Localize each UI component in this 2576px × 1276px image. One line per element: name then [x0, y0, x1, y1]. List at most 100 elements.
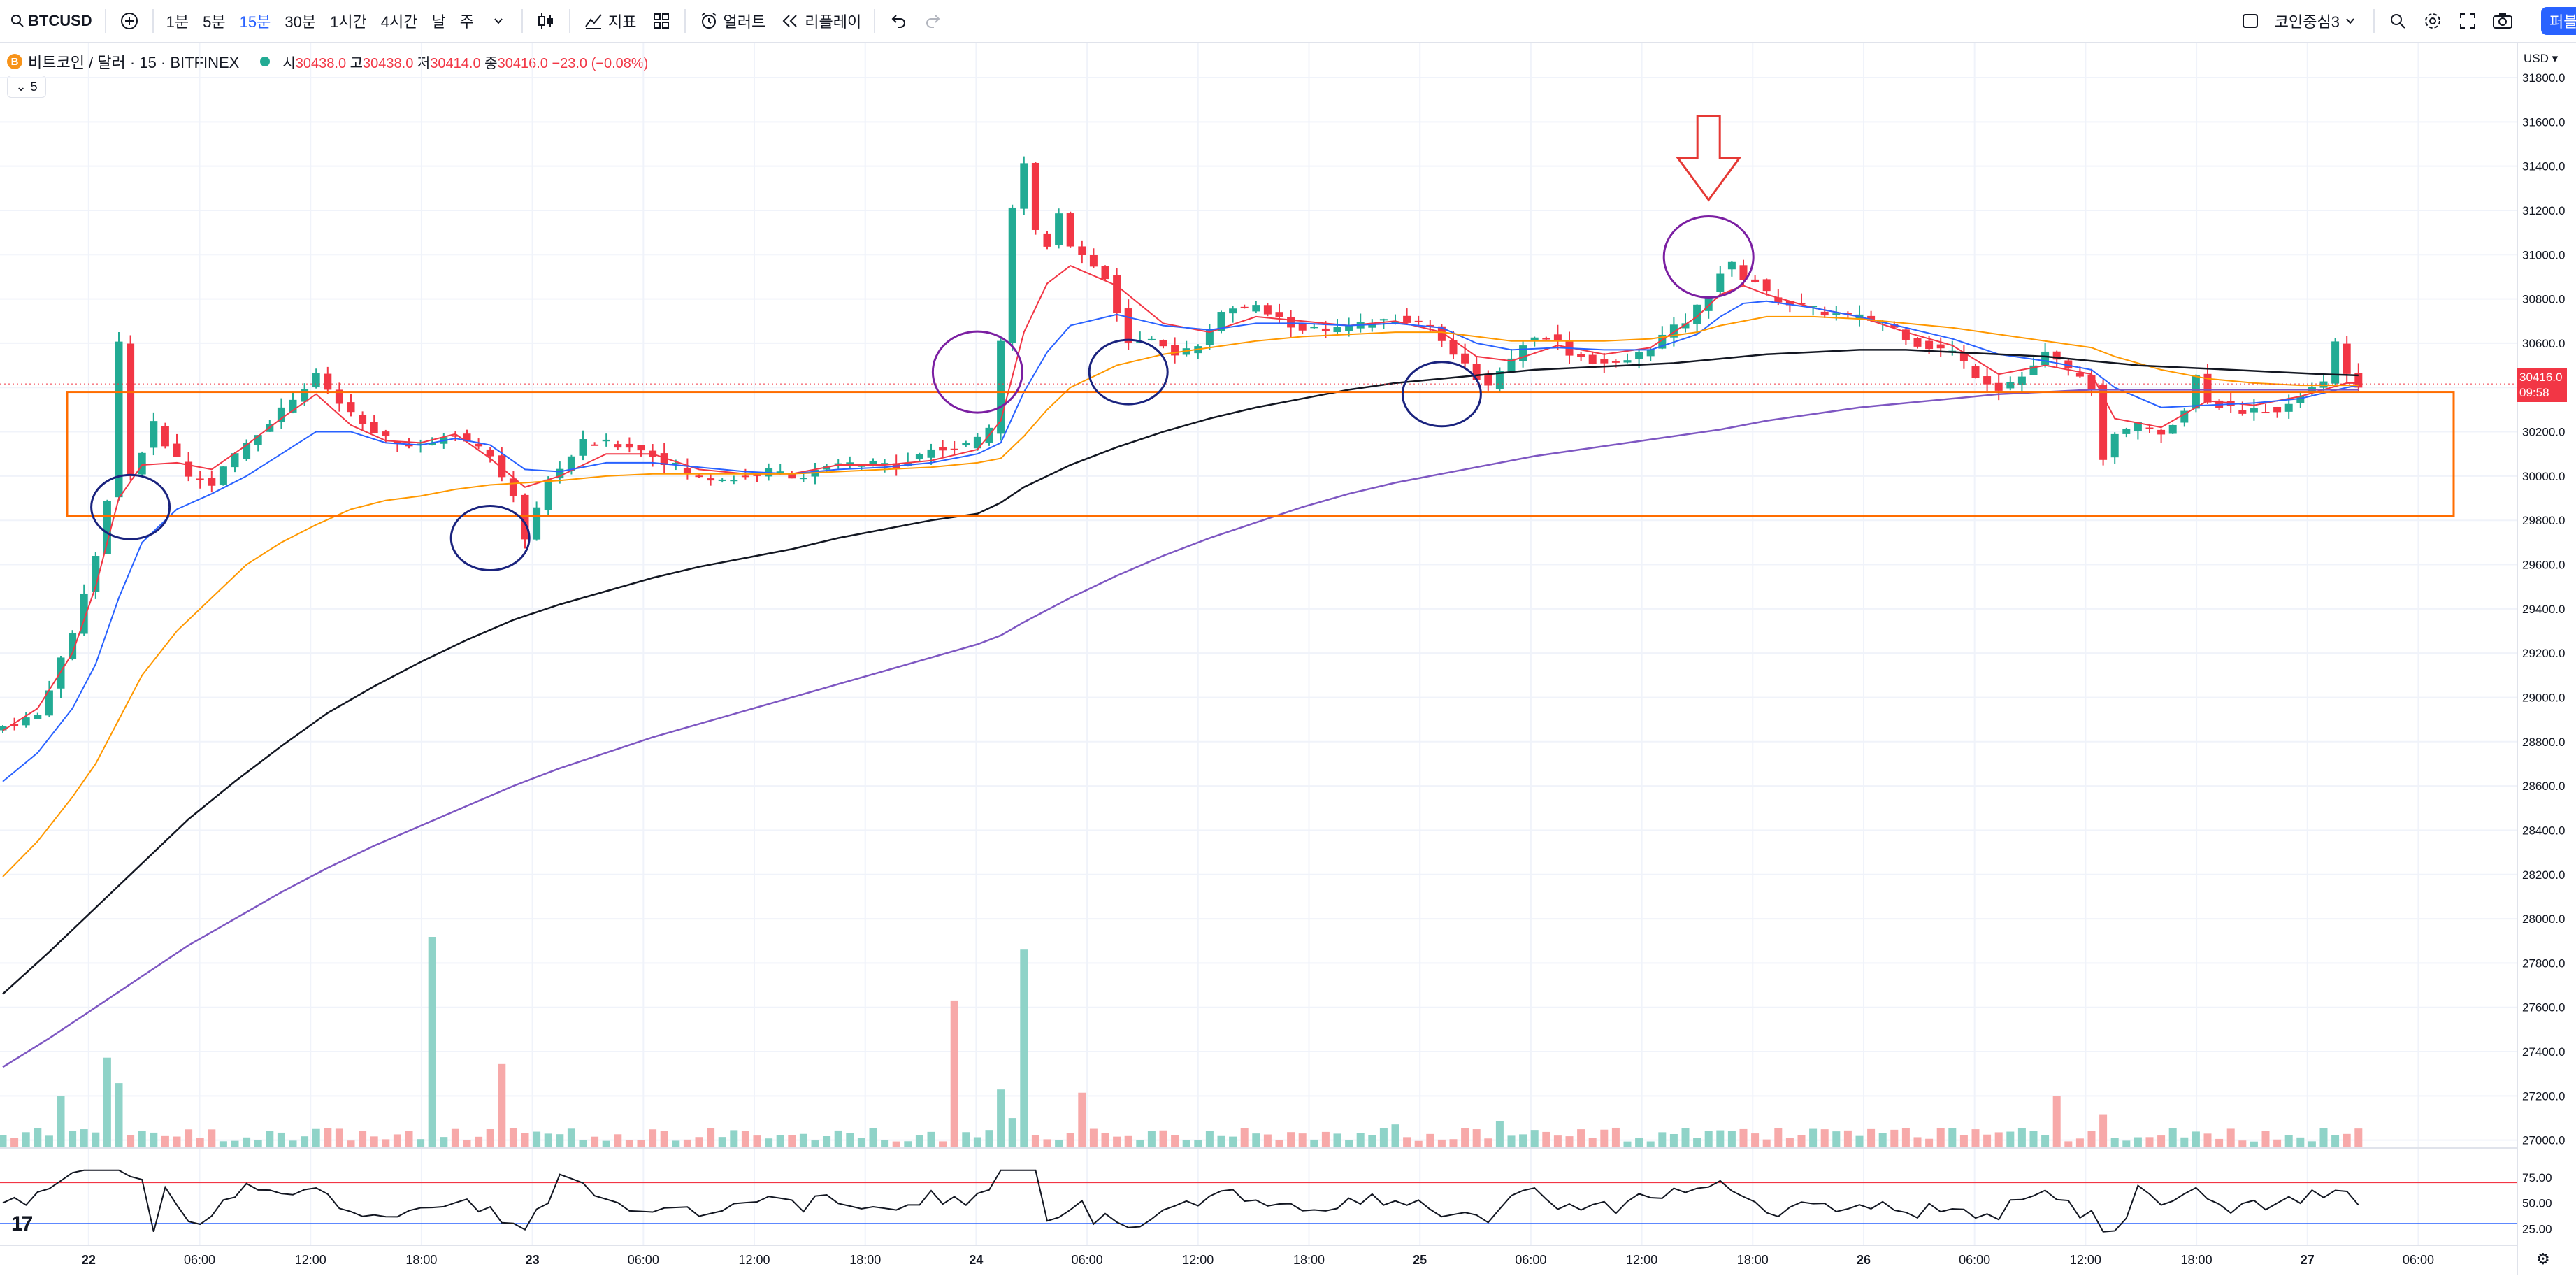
- chart-type-button[interactable]: [528, 4, 563, 38]
- candle-body: [2180, 410, 2189, 423]
- volume-bar: [289, 1140, 297, 1147]
- price-tick-label: 29200.0: [2522, 647, 2565, 660]
- volume-bar: [776, 1135, 784, 1147]
- volume-bar: [881, 1140, 889, 1147]
- candle-body: [1287, 317, 1295, 328]
- layout-select[interactable]: 코인중심3: [2233, 4, 2368, 38]
- interval-1h[interactable]: 1시간: [330, 13, 367, 31]
- volume-bar: [1971, 1129, 1980, 1147]
- volume-bar: [939, 1141, 947, 1147]
- interval-1m[interactable]: 1분: [166, 13, 189, 31]
- top-toolbar: BTCUSD 1분 5분 15분 30분 1시간 4시간 날 주 지표: [0, 0, 2576, 43]
- candle-body: [2354, 373, 2363, 388]
- volume-bar: [2343, 1133, 2351, 1147]
- highlight-circle-purple: [1662, 215, 1755, 299]
- moving-average-line-blue: [2, 300, 2359, 782]
- volume-bar: [428, 937, 436, 1147]
- interval-week[interactable]: 주: [459, 13, 475, 31]
- volume-bar: [1553, 1135, 1562, 1147]
- volume-bar: [57, 1096, 65, 1147]
- price-tick-label: 28600.0: [2522, 780, 2565, 793]
- volume-bar: [2099, 1114, 2108, 1147]
- indicators-label: 지표: [608, 13, 637, 31]
- time-tick-label: 12:00: [2070, 1253, 2101, 1267]
- candle-body: [2250, 408, 2258, 413]
- candle-body: [2157, 429, 2166, 435]
- bar-countdown: 09:58: [2519, 386, 2549, 399]
- interval-30m[interactable]: 30분: [285, 13, 317, 31]
- time-tick-label: 12:00: [1626, 1253, 1657, 1267]
- time-axis-settings-icon[interactable]: ⚙: [2536, 1250, 2550, 1268]
- interval-4h[interactable]: 4시간: [380, 13, 418, 31]
- candle-body: [1449, 340, 1458, 355]
- candle-body: [1205, 329, 1214, 345]
- volume-bar: [857, 1138, 865, 1147]
- candle-body: [1507, 358, 1516, 372]
- bitcoin-logo-icon: B: [7, 54, 22, 69]
- volume-bar: [660, 1131, 668, 1147]
- alert-button[interactable]: 얼러트: [691, 4, 773, 38]
- currency-selector[interactable]: USD ▾: [2524, 52, 2559, 65]
- candle-body: [127, 343, 135, 476]
- candle-body: [2343, 343, 2351, 374]
- symbol-search[interactable]: BTCUSD: [0, 4, 99, 38]
- volume-bar: [1739, 1128, 1748, 1147]
- publish-button[interactable]: 퍼블: [2541, 7, 2576, 35]
- settings-button[interactable]: [2415, 4, 2450, 38]
- candle-body: [1229, 308, 1237, 314]
- candle-body: [683, 468, 691, 474]
- interval-dropdown[interactable]: [481, 4, 516, 38]
- volume-bar: [10, 1138, 19, 1147]
- price-chart-canvas[interactable]: [0, 43, 2517, 1245]
- snapshot-button[interactable]: [2485, 4, 2520, 38]
- candle-body: [1078, 246, 1086, 255]
- volume-bar: [2157, 1135, 2166, 1147]
- price-axis-labels: 31800.0 31600.0 31400.0 31200.0 31000.0 30800…: [2522, 71, 2565, 1235]
- candle-body: [2273, 406, 2282, 413]
- candle-body: [1008, 207, 1016, 343]
- volume-bar: [2238, 1140, 2247, 1147]
- candle-body: [799, 478, 807, 480]
- time-axis[interactable]: [0, 1245, 2517, 1276]
- interval-15m[interactable]: 15분: [239, 13, 271, 31]
- templates-button[interactable]: [644, 4, 679, 38]
- volume-bar: [509, 1128, 517, 1147]
- indicator-collapse-toggle[interactable]: ⌄ 5: [7, 76, 46, 98]
- interval-day[interactable]: 날: [431, 13, 446, 31]
- volume-bar: [498, 1063, 506, 1147]
- candle-body: [2168, 424, 2177, 434]
- indicators-button[interactable]: 지표: [576, 4, 643, 38]
- candle-body: [2064, 360, 2073, 369]
- time-tick-label: 18:00: [849, 1253, 881, 1267]
- candle-body: [57, 657, 65, 689]
- volume-bar: [741, 1131, 749, 1147]
- replay-button[interactable]: 리플레이: [772, 4, 868, 38]
- fullscreen-button[interactable]: [2450, 4, 2485, 38]
- interval-5m[interactable]: 5분: [203, 13, 226, 31]
- candle-body: [857, 465, 865, 467]
- volume-bar: [1472, 1129, 1481, 1147]
- candle-body: [1611, 361, 1620, 363]
- tradingview-logo[interactable]: 17: [11, 1212, 33, 1235]
- candle-body: [1983, 376, 1992, 385]
- candle-body: [2075, 373, 2084, 377]
- volume-bar: [2134, 1137, 2142, 1147]
- add-symbol-button[interactable]: [112, 4, 147, 38]
- price-tick-label: 28400.0: [2522, 824, 2565, 837]
- candle-body: [533, 507, 541, 540]
- volume-bar: [1565, 1136, 1574, 1147]
- quick-search-button[interactable]: [2380, 4, 2415, 38]
- redo-button[interactable]: [916, 4, 951, 38]
- price-axis[interactable]: [2517, 43, 2576, 1275]
- chevron-down-icon: [2340, 10, 2361, 31]
- candle-body: [1484, 373, 1492, 386]
- candle-body: [161, 426, 169, 447]
- divider: [152, 9, 154, 33]
- candle-body: [498, 455, 506, 478]
- volume-bar: [1414, 1140, 1423, 1147]
- symbol-title[interactable]: 비트코인 / 달러 · 15 · BITFINEX: [28, 54, 240, 71]
- candle-body: [2134, 422, 2142, 431]
- undo-button[interactable]: [881, 4, 916, 38]
- search-icon: [2387, 10, 2408, 31]
- gear-icon: [2422, 10, 2443, 31]
